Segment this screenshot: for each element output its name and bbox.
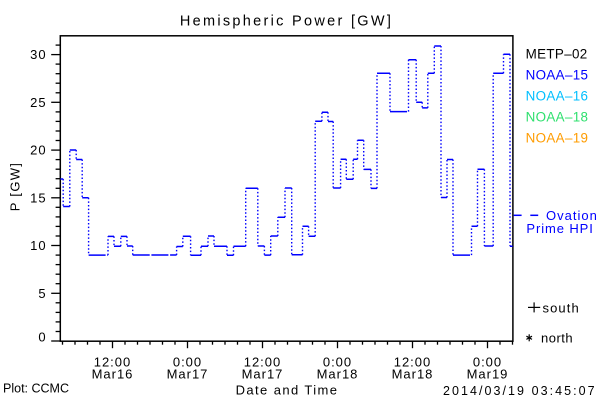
svg-text:5: 5 <box>38 286 46 301</box>
svg-text:Date and Time: Date and Time <box>236 382 339 397</box>
svg-text:south: south <box>543 301 580 316</box>
svg-text:NOAA–19: NOAA–19 <box>526 130 589 145</box>
svg-text:METP–02: METP–02 <box>526 46 588 61</box>
svg-text:Mar16: Mar16 <box>92 367 134 382</box>
svg-text:Mar18: Mar18 <box>317 367 359 382</box>
svg-text:15: 15 <box>30 190 46 205</box>
svg-text:12:00: 12:00 <box>244 355 282 370</box>
svg-text:2014/03/19 03:45:07: 2014/03/19 03:45:07 <box>443 384 597 398</box>
svg-text:0: 0 <box>38 329 46 344</box>
svg-text:NOAA–15: NOAA–15 <box>526 67 589 82</box>
svg-text:25: 25 <box>30 95 46 110</box>
svg-text:Ovation: Ovation <box>546 208 598 223</box>
svg-text:Mar17: Mar17 <box>167 367 209 382</box>
svg-text:north: north <box>541 331 573 346</box>
svg-text:NOAA–18: NOAA–18 <box>526 109 589 124</box>
svg-text:Plot: CCMC: Plot: CCMC <box>3 381 69 395</box>
svg-text:P [GW]: P [GW] <box>8 162 23 211</box>
svg-text:Mar19: Mar19 <box>467 367 509 382</box>
svg-text:20: 20 <box>30 143 46 158</box>
svg-text:12:00: 12:00 <box>94 355 132 370</box>
svg-text:10: 10 <box>30 238 46 253</box>
svg-text:0:00: 0:00 <box>323 355 352 370</box>
svg-text:Prime HPI: Prime HPI <box>526 221 593 236</box>
svg-text:0:00: 0:00 <box>473 355 502 370</box>
svg-text:Hemispheric Power [GW]: Hemispheric Power [GW] <box>180 14 393 30</box>
svg-text:NOAA–16: NOAA–16 <box>526 88 589 103</box>
svg-text:30: 30 <box>30 47 46 62</box>
svg-text:0:00: 0:00 <box>173 355 202 370</box>
svg-text:12:00: 12:00 <box>394 355 432 370</box>
svg-text:Mar18: Mar18 <box>392 367 434 382</box>
svg-text:Mar17: Mar17 <box>242 367 284 382</box>
